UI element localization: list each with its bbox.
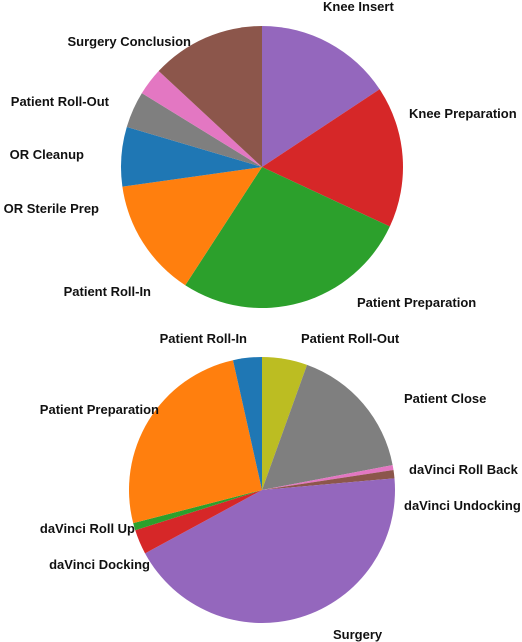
pie-slice-surgery xyxy=(145,478,396,624)
pie-slice-patient-roll-in xyxy=(122,167,262,286)
slice-label-patient-roll-in: Patient Roll-In xyxy=(64,284,151,299)
slice-label-patient-roll-in: Patient Roll-In xyxy=(160,331,247,346)
pie-slice-knee-insert xyxy=(262,26,380,167)
pie-slice-davinci-roll-up xyxy=(133,490,262,531)
slice-label-patient-preparation: Patient Preparation xyxy=(357,295,476,310)
slice-label-davinci-undocking: daVinci Undocking xyxy=(404,498,521,513)
pie-slice-patient-preparation xyxy=(128,360,262,524)
slice-label-knee-preparation: Knee Preparation xyxy=(409,106,517,121)
slice-label-or-cleanup: OR Cleanup xyxy=(10,147,84,162)
pie-slice-patient-close xyxy=(262,364,393,490)
pie-slice-patient-roll-out xyxy=(141,71,262,167)
slice-label-davinci-docking: daVinci Docking xyxy=(49,557,150,572)
pie-slice-or-cleanup xyxy=(126,93,262,167)
slice-label-patient-preparation: Patient Preparation xyxy=(40,402,159,417)
slice-label-patient-roll-out: Patient Roll-Out xyxy=(11,94,110,109)
slice-label-patient-roll-out: Patient Roll-Out xyxy=(301,331,400,346)
pie-slice-patient-roll-in xyxy=(232,357,262,490)
pie-slice-surgery-conclusion xyxy=(158,26,262,167)
slice-label-surgery-conclusion: Surgery Conclusion xyxy=(67,34,191,49)
pie-chart-bottom: Patient Roll-Out Patient Close daVinci Rol… xyxy=(40,331,521,642)
pie-slice-patient-preparation xyxy=(185,167,390,308)
slice-label-surgery: Surgery xyxy=(333,627,383,642)
pie-slice-knee-preparation xyxy=(262,89,404,227)
pie-slice-patient-roll-out xyxy=(262,357,308,490)
slice-label-patient-close: Patient Close xyxy=(404,391,486,406)
slice-label-davinci-roll-back: daVinci Roll Back xyxy=(409,462,519,477)
slice-label-or-sterile-prep: OR Sterile Prep xyxy=(4,201,99,216)
slice-label-knee-insert: Knee Insert xyxy=(323,0,394,14)
pie-chart-top: Knee Insert Knee Preparation Patient Prepa… xyxy=(4,0,517,310)
pie-slice-davinci-undocking xyxy=(262,470,395,490)
pie-slice-davinci-docking xyxy=(135,490,262,554)
pie-slice-davinci-roll-back xyxy=(262,465,394,490)
pie-slice-or-sterile-prep xyxy=(121,126,262,187)
slice-label-davinci-roll-up: daVinci Roll Up xyxy=(40,521,135,536)
